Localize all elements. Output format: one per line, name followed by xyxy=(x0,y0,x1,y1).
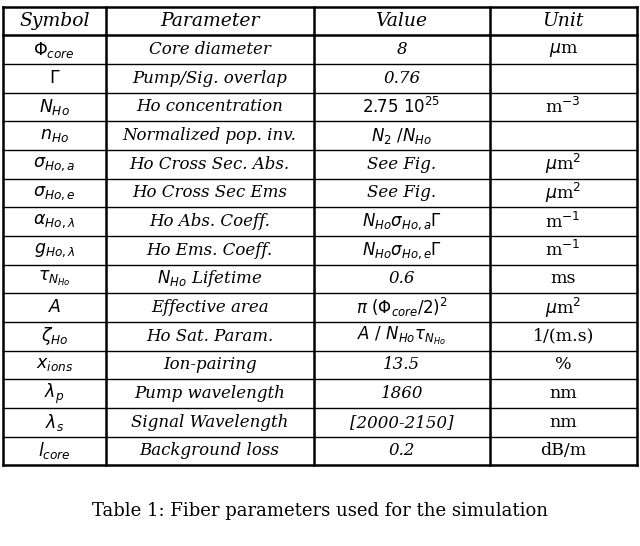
Text: 1860: 1860 xyxy=(380,385,423,402)
Text: $A\ /\ N_{Ho}\tau_{N_{Ho}}$: $A\ /\ N_{Ho}\tau_{N_{Ho}}$ xyxy=(357,325,446,347)
Text: $\Phi_{core}$: $\Phi_{core}$ xyxy=(33,39,76,60)
Text: $2.75\ 10^{25}$: $2.75\ 10^{25}$ xyxy=(362,97,441,117)
Text: $\lambda_p$: $\lambda_p$ xyxy=(44,382,65,406)
Text: Value: Value xyxy=(376,12,428,30)
Text: $n_{Ho}$: $n_{Ho}$ xyxy=(40,127,69,144)
Text: Ho Cross Sec Ems: Ho Cross Sec Ems xyxy=(132,185,287,201)
Text: $\alpha_{Ho,\lambda}$: $\alpha_{Ho,\lambda}$ xyxy=(33,213,76,230)
Text: dB/m: dB/m xyxy=(540,442,586,459)
Text: $N_{Ho}$: $N_{Ho}$ xyxy=(39,97,70,117)
Text: See Fig.: See Fig. xyxy=(367,185,436,201)
Text: $\Gamma$: $\Gamma$ xyxy=(49,70,60,87)
Text: Ho concentration: Ho concentration xyxy=(136,98,283,115)
Text: %: % xyxy=(555,357,572,373)
Text: $\mu$m$^2$: $\mu$m$^2$ xyxy=(545,295,581,319)
Text: Ho Abs. Coeff.: Ho Abs. Coeff. xyxy=(149,213,270,230)
Text: $N_{Ho}\sigma_{Ho,a}\Gamma$: $N_{Ho}\sigma_{Ho,a}\Gamma$ xyxy=(362,211,442,232)
Text: $g_{Ho,\lambda}$: $g_{Ho,\lambda}$ xyxy=(33,241,76,259)
Text: $A$: $A$ xyxy=(47,299,61,316)
Text: Parameter: Parameter xyxy=(160,12,259,30)
Text: 0.6: 0.6 xyxy=(388,270,415,287)
Text: $\mu$m$^2$: $\mu$m$^2$ xyxy=(545,181,581,205)
Text: $N_2\ /N_{Ho}$: $N_2\ /N_{Ho}$ xyxy=(371,126,432,146)
Text: Unit: Unit xyxy=(543,12,584,30)
Text: Pump/Sig. overlap: Pump/Sig. overlap xyxy=(132,70,287,87)
Text: $\sigma_{Ho,e}$: $\sigma_{Ho,e}$ xyxy=(33,184,76,201)
Text: $\tau_{N_{Ho}}$: $\tau_{N_{Ho}}$ xyxy=(38,269,71,288)
Text: [2000-2150]: [2000-2150] xyxy=(350,414,453,431)
Text: Symbol: Symbol xyxy=(19,12,90,30)
Text: Ho Cross Sec. Abs.: Ho Cross Sec. Abs. xyxy=(129,156,290,173)
Text: $l_{core}$: $l_{core}$ xyxy=(38,441,71,461)
Text: Background loss: Background loss xyxy=(140,442,280,459)
Text: Core diameter: Core diameter xyxy=(148,41,271,58)
Text: 8: 8 xyxy=(396,41,407,58)
Text: 1/(m.s): 1/(m.s) xyxy=(532,328,594,345)
Text: $N_{Ho}$ Lifetime: $N_{Ho}$ Lifetime xyxy=(157,269,262,289)
Text: $N_{Ho}\sigma_{Ho,e}\Gamma$: $N_{Ho}\sigma_{Ho,e}\Gamma$ xyxy=(362,240,442,260)
Text: Table 1: Fiber parameters used for the simulation: Table 1: Fiber parameters used for the s… xyxy=(92,502,548,519)
Text: $\lambda_s$: $\lambda_s$ xyxy=(45,412,64,432)
Text: $\sigma_{Ho,a}$: $\sigma_{Ho,a}$ xyxy=(33,156,76,173)
Text: Pump wavelength: Pump wavelength xyxy=(134,385,285,402)
Text: nm: nm xyxy=(549,385,577,402)
Text: ms: ms xyxy=(550,270,576,287)
Text: 0.2: 0.2 xyxy=(388,442,415,459)
Text: Ion-pairing: Ion-pairing xyxy=(163,357,257,373)
Text: m$^{-1}$: m$^{-1}$ xyxy=(545,211,581,232)
Text: Normalized pop. inv.: Normalized pop. inv. xyxy=(123,127,296,144)
Text: m$^{-1}$: m$^{-1}$ xyxy=(545,240,581,260)
Text: 13.5: 13.5 xyxy=(383,357,420,373)
Text: $\mu$m$^2$: $\mu$m$^2$ xyxy=(545,152,581,176)
Text: Ho Ems. Coeff.: Ho Ems. Coeff. xyxy=(147,242,273,259)
Text: $\pi\ (\Phi_{core}/2)^2$: $\pi\ (\Phi_{core}/2)^2$ xyxy=(356,296,447,319)
Text: nm: nm xyxy=(549,414,577,431)
Text: $\zeta_{Ho}$: $\zeta_{Ho}$ xyxy=(41,325,68,347)
Text: Effective area: Effective area xyxy=(151,299,268,316)
Text: Signal Wavelength: Signal Wavelength xyxy=(131,414,288,431)
Text: $x_{ions}$: $x_{ions}$ xyxy=(36,357,73,373)
Text: Ho Sat. Param.: Ho Sat. Param. xyxy=(146,328,273,345)
Text: m$^{-3}$: m$^{-3}$ xyxy=(545,97,581,117)
Text: 0.76: 0.76 xyxy=(383,70,420,87)
Text: See Fig.: See Fig. xyxy=(367,156,436,173)
Text: $\mu$m: $\mu$m xyxy=(548,40,578,58)
